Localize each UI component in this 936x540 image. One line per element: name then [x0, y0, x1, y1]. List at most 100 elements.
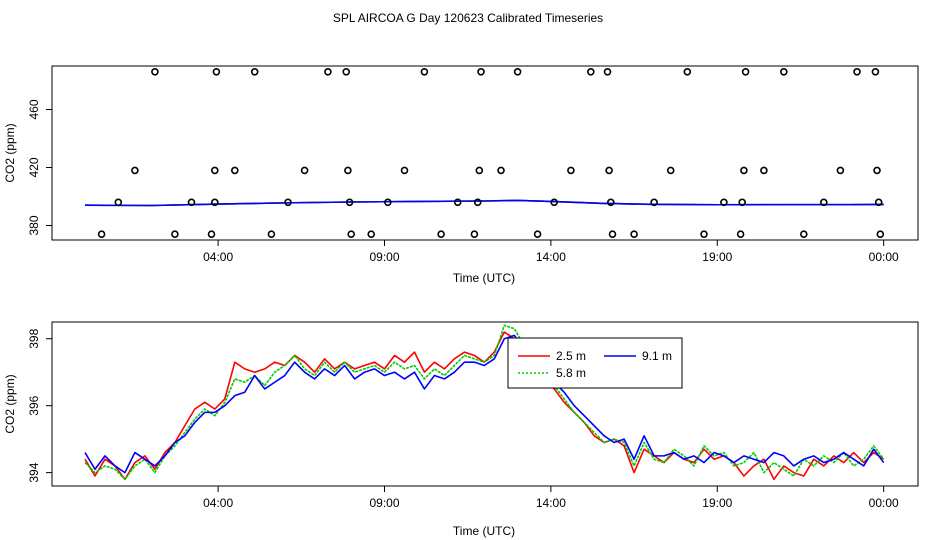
x-tick-label: 14:00 [536, 250, 566, 264]
scatter-point [630, 230, 638, 238]
scatter-point [131, 166, 139, 175]
scatter-point [876, 230, 885, 238]
scatter-point [608, 230, 617, 238]
scatter-point [470, 230, 479, 238]
x-tick-label: 09:00 [369, 496, 399, 510]
scatter-point [211, 166, 219, 175]
scatter-point [799, 230, 808, 238]
scatter-point [853, 68, 861, 76]
scatter-point [420, 68, 429, 76]
scatter-point [873, 166, 881, 175]
scatter-point [779, 68, 788, 76]
legend-label-5-8m: 5.8 m [556, 366, 586, 380]
axes-bottom: 04:00 09:00 14:00 19:00 00:00 394 396 398 [27, 328, 899, 510]
scatter-point [760, 166, 768, 175]
scatter-point [700, 230, 708, 238]
scatter-point [819, 198, 828, 207]
y-tick-label: 396 [27, 395, 41, 415]
x-tick-label: 14:00 [536, 496, 566, 510]
scatter-point [212, 68, 221, 76]
y-axis-label-bottom: CO2 (ppm) [3, 374, 17, 433]
figure-title: SPL AIRCOA G Day 120623 Calibrated Times… [333, 11, 603, 25]
scatter-point [114, 198, 123, 207]
series-lines-top [84, 199, 884, 207]
scatter-point [345, 198, 354, 207]
scatter-point [437, 230, 445, 238]
x-axis-label-bottom: Time (UTC) [453, 524, 515, 538]
series-line-9-1-m [84, 199, 884, 207]
scatter-points [97, 68, 885, 238]
x-tick-label: 19:00 [702, 496, 732, 510]
scatter-point [267, 230, 276, 238]
x-tick-label: 04:00 [203, 250, 233, 264]
y-tick-label: 380 [27, 215, 41, 235]
scatter-point [383, 198, 392, 207]
scatter-point [836, 166, 845, 175]
y-tick-label: 398 [27, 328, 41, 348]
scatter-point [342, 68, 351, 76]
scatter-point [250, 68, 259, 76]
scatter-point [603, 68, 612, 76]
plot-frame-top [51, 65, 919, 241]
x-tick-label: 19:00 [702, 250, 732, 264]
scatter-point [740, 166, 748, 175]
scatter-point [211, 198, 219, 207]
y-tick-label: 460 [27, 99, 41, 119]
legend-box [507, 337, 683, 389]
scatter-point [284, 198, 292, 207]
legend-label-2-5m: 2.5 m [556, 349, 586, 363]
scatter-point [453, 198, 462, 207]
scatter-point [586, 68, 595, 76]
y-axis-label-top: CO2 (ppm) [3, 123, 17, 182]
scatter-point [871, 68, 880, 76]
scatter-point [720, 198, 728, 207]
scatter-point [605, 166, 613, 175]
scatter-point [324, 68, 332, 76]
y-tick-label: 394 [27, 462, 41, 482]
scatter-point [650, 198, 658, 207]
scatter-point [207, 230, 216, 238]
legend-label-9-1m: 9.1 m [642, 349, 672, 363]
scatter-point [741, 68, 750, 76]
scatter-point [151, 68, 159, 76]
scatter-point [497, 166, 505, 175]
scatter-point [533, 230, 542, 238]
series-line-5-8-m [84, 324, 885, 481]
scatter-point [666, 166, 675, 175]
x-tick-label: 04:00 [203, 496, 233, 510]
line-panel: 04:00 09:00 14:00 19:00 00:00 394 396 398 Time … [3, 321, 919, 538]
scatter-point [736, 230, 745, 238]
plot-frame-bottom [51, 321, 919, 487]
x-tick-label: 00:00 [869, 496, 899, 510]
x-tick-label: 00:00 [869, 250, 899, 264]
scatter-point [344, 166, 352, 175]
scatter-point [606, 198, 615, 207]
x-tick-label: 09:00 [369, 250, 399, 264]
scatter-point [513, 68, 522, 76]
scatter-point [97, 230, 106, 238]
axes-top: 04:00 09:00 14:00 19:00 00:00 380 420 460 [27, 99, 899, 264]
series-line-9-1-m [84, 334, 885, 474]
scatter-point [683, 68, 692, 76]
x-axis-label-top: Time (UTC) [453, 271, 515, 285]
scatter-point [347, 230, 356, 238]
series-line-2-5-m [84, 331, 885, 481]
scatter-point [475, 166, 484, 175]
scatter-point [473, 198, 482, 207]
scatter-point [171, 230, 179, 238]
scatter-point [367, 230, 376, 238]
scatter-panel: 04:00 09:00 14:00 19:00 00:00 380 420 460 Time … [3, 65, 919, 285]
scatter-point [874, 198, 883, 207]
scatter-point [300, 166, 309, 175]
series-lines-bottom [84, 324, 885, 481]
legend: 2.5 m 5.8 m 9.1 m [507, 337, 683, 389]
scatter-point [400, 166, 409, 175]
scatter-point [550, 198, 559, 207]
scatter-point [231, 166, 239, 175]
scatter-point [187, 198, 196, 207]
scatter-point [738, 198, 747, 207]
scatter-point [567, 166, 575, 175]
scatter-point [477, 68, 485, 76]
y-tick-label: 420 [27, 157, 41, 177]
